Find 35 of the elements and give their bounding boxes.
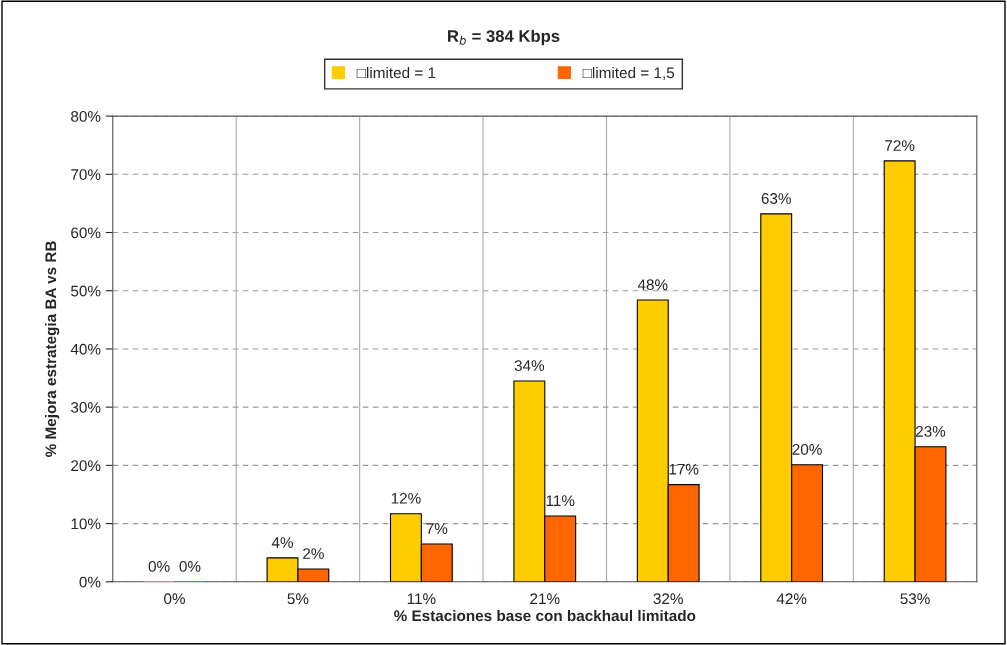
data-label: 23%: [915, 425, 946, 437]
x-tick-label: 0%: [164, 593, 185, 605]
y-axis-title: % Mejora estrategia BA vs RB: [44, 241, 60, 457]
legend-label: □limited = 1: [356, 66, 436, 79]
x-tick-label: 21%: [530, 593, 560, 605]
legend-label: □limited = 1,5: [582, 66, 675, 80]
y-tick-label: 20%: [71, 460, 101, 472]
x-tick-label: 32%: [653, 593, 683, 605]
y-tick-label: 70%: [71, 169, 101, 180]
data-label: 0%: [148, 561, 170, 572]
data-label: 63%: [761, 193, 791, 204]
data-label: 12%: [391, 492, 421, 504]
data-label: 2%: [303, 548, 324, 559]
y-tick-label: 50%: [71, 285, 101, 297]
y-tick-label: 10%: [71, 518, 101, 530]
y-tick-label: 0%: [79, 576, 101, 588]
x-tick-label: 5%: [287, 593, 309, 605]
data-label: 34%: [514, 360, 545, 371]
y-tick-label: 60%: [71, 227, 101, 239]
x-tick-label: 53%: [900, 593, 930, 605]
chart-title: R$_{b}$ = 384 Kbps: [448, 29, 560, 46]
y-tick-label: 40%: [70, 343, 101, 355]
data-label: 11%: [546, 495, 575, 506]
data-label: 0%: [179, 561, 201, 572]
x-tick-label: 11%: [407, 593, 436, 605]
data-label: 7%: [426, 523, 448, 534]
data-label: 4%: [271, 537, 293, 548]
y-tick-label: 80%: [71, 110, 101, 122]
x-tick-label: 42%: [776, 593, 807, 605]
data-label: 72%: [885, 140, 915, 151]
y-tick-label: 30%: [70, 402, 101, 413]
data-label: 48%: [637, 279, 668, 291]
data-label: 17%: [669, 463, 699, 475]
x-axis-title: % Estaciones base con backhaul limitado: [394, 609, 696, 622]
data-label: 20%: [792, 444, 822, 455]
